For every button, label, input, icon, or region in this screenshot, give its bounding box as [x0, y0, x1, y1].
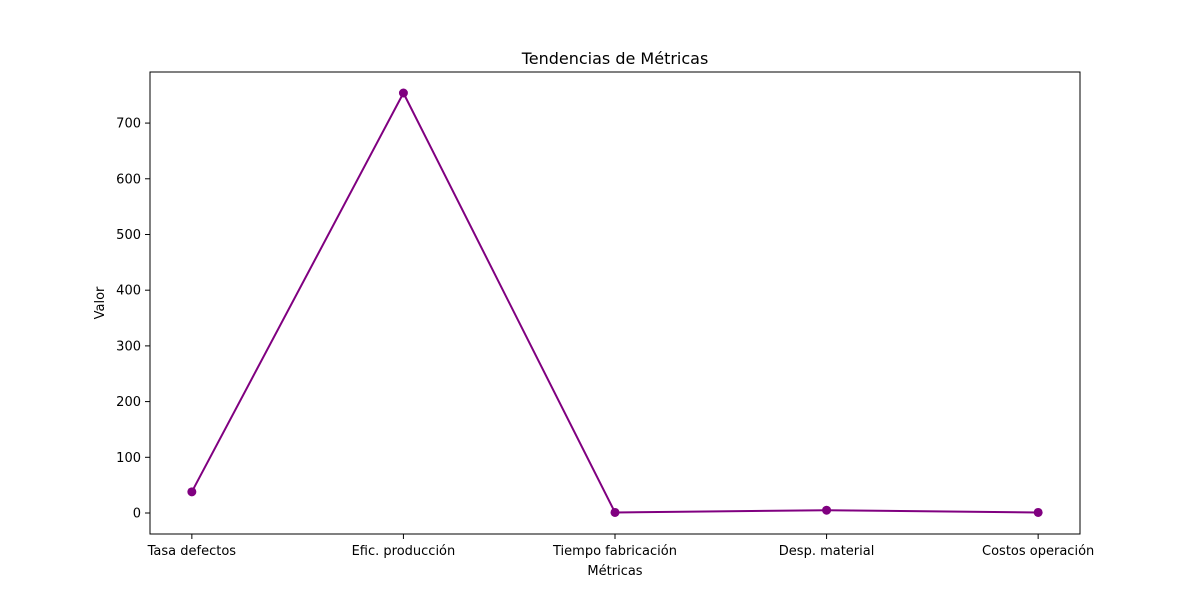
- y-tick-label: 500: [116, 228, 141, 243]
- data-point: [1033, 507, 1043, 517]
- data-point: [398, 88, 408, 98]
- x-tick-label: Efic. producción: [352, 544, 456, 559]
- y-tick-label: 400: [116, 284, 141, 299]
- plot-area: [149, 71, 1081, 535]
- data-point: [610, 507, 620, 517]
- series-layer: [187, 88, 1043, 517]
- y-tick-label: 0: [133, 507, 141, 522]
- y-tick-label: 200: [116, 395, 141, 410]
- y-axis-label: Valor: [93, 286, 108, 319]
- series-line: [190, 92, 1039, 514]
- x-tick-label: Tiempo fabricación: [552, 544, 677, 559]
- y-tick-label: 600: [116, 172, 141, 187]
- data-point: [187, 487, 197, 497]
- y-axis: 0 100 200 300 400 500 600 700: [116, 117, 150, 522]
- y-tick-label: 100: [116, 451, 141, 466]
- data-point: [822, 505, 832, 515]
- chart-title: Tendencias de Métricas: [521, 49, 709, 68]
- x-tick-label: Costos operación: [982, 544, 1094, 559]
- x-axis-label: Métricas: [587, 564, 642, 579]
- x-tick-label: Tasa defectos: [147, 544, 237, 559]
- x-tick-label: Desp. material: [779, 544, 875, 559]
- y-tick-label: 300: [116, 339, 141, 354]
- plot-frame: [149, 71, 1081, 535]
- x-axis: Tasa defectos Efic. producción Tiempo fabr…: [147, 534, 1094, 559]
- y-tick-label: 700: [116, 117, 141, 132]
